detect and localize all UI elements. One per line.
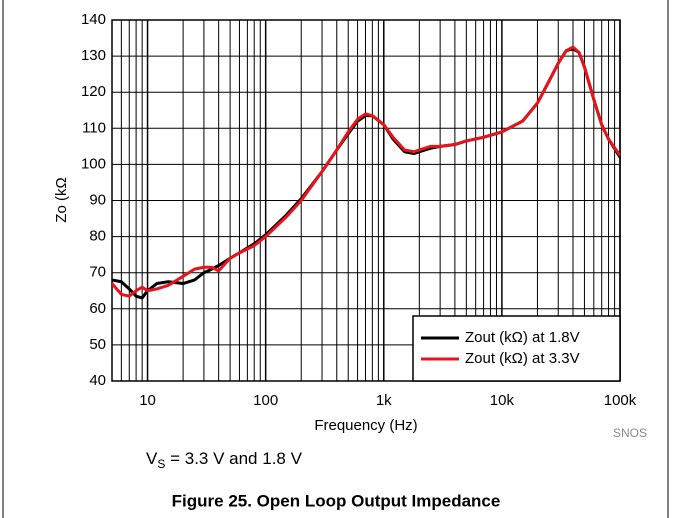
legend-label: Zout (kΩ) at 1.8V (465, 329, 580, 346)
y-axis-label: Zo (kΩ (53, 177, 70, 222)
y-tick-label: 40 (89, 372, 106, 389)
condition-symbol: V (146, 449, 158, 468)
y-tick-label: 90 (89, 191, 106, 208)
x-tick-label: 100k (604, 392, 637, 409)
caption: Figure 25. Open Loop Output Impedance (172, 491, 501, 510)
x-axis-label: Frequency (Hz) (314, 417, 417, 434)
legend-box (412, 315, 621, 382)
condition-text: = 3.3 V and 1.8 V (165, 449, 302, 468)
x-tick-label: 100 (253, 392, 278, 409)
y-tick-label: 130 (81, 47, 106, 64)
y-tick-label: 120 (81, 83, 106, 100)
y-tick-label: 70 (89, 264, 106, 281)
y-tick-label: 60 (89, 300, 106, 317)
plot-lines (112, 45, 620, 300)
x-tick-label: 10 (139, 392, 156, 409)
source-label: SNOS (613, 426, 647, 440)
legend-label: Zout (kΩ) at 3.3V (465, 350, 580, 367)
y-tick-label: 140 (81, 11, 106, 28)
data-line (112, 45, 620, 298)
y-tick-label: 50 (89, 336, 106, 353)
plot-frame (111, 19, 621, 382)
y-tick-label: 100 (81, 155, 106, 172)
data-line (112, 47, 620, 300)
condition: VS = 3.3 V and 1.8 V (146, 449, 303, 471)
y-tick-label: 80 (89, 228, 106, 245)
x-tick-label: 10k (490, 392, 515, 409)
condition-subscript: S (157, 457, 165, 471)
x-tick-label: 1k (376, 392, 392, 409)
y-tick-label: 110 (82, 119, 106, 136)
